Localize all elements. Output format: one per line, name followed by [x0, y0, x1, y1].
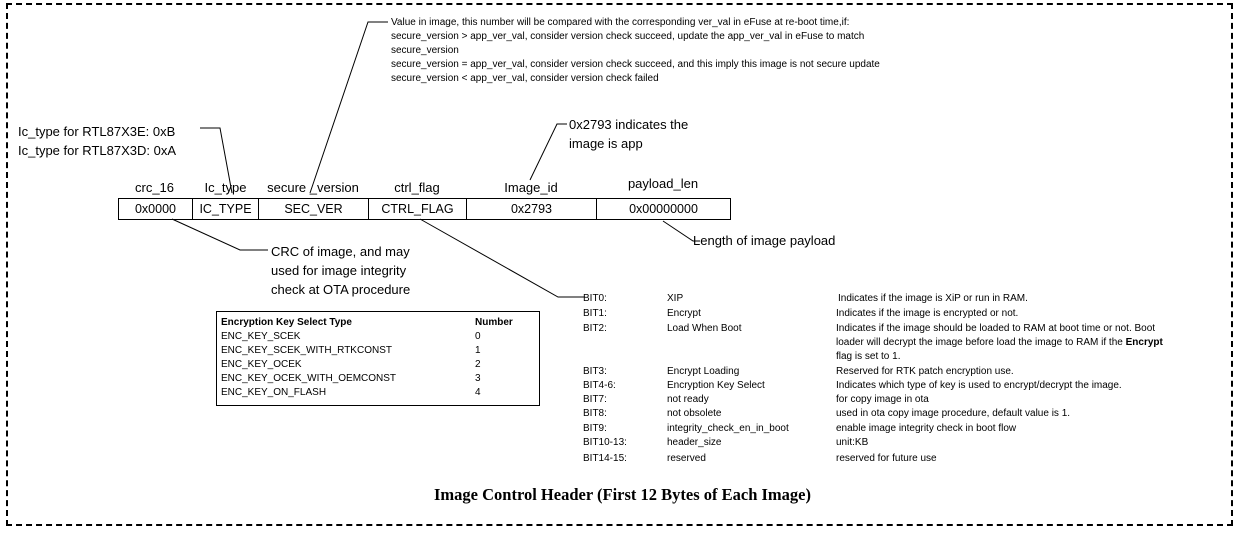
field-cell-crc: 0x0000 [118, 198, 193, 220]
bit-id: BIT0: [583, 293, 607, 304]
field-cell-secure-version: SEC_VER [258, 198, 369, 220]
enc-row-number: 4 [475, 387, 481, 398]
bit-name: not ready [667, 394, 709, 405]
bit-desc: Reserved for RTK patch encryption use. [836, 366, 1014, 377]
bit-id: BIT10-13: [583, 437, 627, 448]
bit-desc-bold: Encrypt [1125, 337, 1163, 348]
bit-name: not obsolete [667, 408, 722, 419]
diagram-frame [6, 3, 1233, 526]
note-line: secure_version < app_ver_val, consider v… [391, 73, 659, 84]
bit-desc: enable image integrity check in boot flo… [836, 423, 1017, 434]
bit-name: Load When Boot [667, 323, 742, 334]
bit-desc: unit:KB [836, 437, 869, 448]
note-line: check at OTA procedure [271, 282, 411, 297]
crc-leader [171, 218, 268, 251]
bit-id: BIT7: [583, 394, 607, 405]
secure-version-leader [309, 21, 388, 194]
note-line: secure_version [391, 45, 459, 56]
bit-desc: for copy image in ota [836, 394, 929, 405]
field-name-image-id: Image_id [504, 180, 558, 195]
note-line: Ic_type for RTL87X3D: 0xA [18, 143, 177, 158]
bit-name: XIP [667, 293, 684, 304]
bit-id: BIT1: [583, 308, 607, 319]
field-name-ctrl-flag: ctrl_flag [394, 180, 440, 195]
ctrl-flag-leader [419, 218, 585, 298]
diagram-title: Image Control Header (First 12 Bytes of … [434, 485, 811, 504]
field-cell-image-id: 0x2793 [466, 198, 597, 220]
enc-row-type: ENC_KEY_OCEK_WITH_OEMCONST [221, 373, 397, 384]
bit-desc: used in ota copy image procedure, defaul… [836, 408, 1071, 419]
enc-row-number: 2 [475, 359, 481, 370]
note-line: secure_version > app_ver_val, consider v… [391, 31, 865, 42]
note-line: image is app [569, 136, 643, 151]
bit-name: integrity_check_en_in_boot [667, 423, 789, 434]
enc-row-number: 3 [475, 373, 481, 384]
bit-desc: flag is set to 1. [836, 351, 901, 362]
enc-row-type: ENC_KEY_ON_FLASH [221, 387, 327, 398]
bit-desc-text: loader will decrypt the image before loa… [836, 337, 1126, 348]
bit-desc-line: loader will decrypt the image before loa… [836, 336, 1163, 350]
bit-id: BIT3: [583, 366, 607, 377]
bit-name: Encrypt Loading [667, 366, 740, 377]
bit-desc: reserved for future use [836, 453, 937, 464]
enc-header-number: Number [475, 317, 513, 328]
bit-id: BIT8: [583, 408, 607, 419]
enc-row-type: ENC_KEY_SCEK [221, 331, 301, 342]
payload-len-note: Length of image payload [693, 233, 836, 248]
ic-type-leader [200, 127, 233, 194]
encryption-key-table: Encryption Key Select Type Number ENC_KE… [216, 311, 540, 406]
crc-note: CRC of image, and may used for image int… [271, 242, 410, 299]
field-name-payload-len: payload_len [627, 176, 699, 191]
note-line: used for image integrity [271, 263, 407, 278]
bit-desc: Indicates which type of key is used to e… [836, 380, 1122, 391]
note-line: Value in image, this number will be comp… [391, 17, 850, 28]
enc-row-number: 1 [475, 345, 481, 356]
bit-id: BIT2: [583, 323, 607, 334]
enc-row-type: ENC_KEY_OCEK [221, 359, 302, 370]
field-cell-payload-len: 0x00000000 [596, 198, 731, 220]
bit-name: header_size [667, 437, 722, 448]
payload-len-leader [662, 220, 700, 242]
bit-desc: Indicates if the image is XiP or run in … [838, 293, 1028, 304]
enc-header-type: Encryption Key Select Type [221, 317, 352, 328]
field-cell-ctrl-flag: CTRL_FLAG [368, 198, 467, 220]
enc-row-type: ENC_KEY_SCEK_WITH_RTKCONST [221, 345, 392, 356]
bit-id: BIT9: [583, 423, 607, 434]
bit-desc: Indicates if the image should be loaded … [836, 323, 1156, 334]
bit-name: Encryption Key Select [667, 380, 765, 391]
ic-type-note: Ic_type for RTL87X3E: 0xB Ic_type for RT… [18, 122, 176, 160]
bit-desc: Indicates if the image is encrypted or n… [836, 308, 1019, 319]
note-line: CRC of image, and may [271, 244, 410, 259]
note-line: 0x2793 indicates the [569, 117, 689, 132]
field-name-secure-version: secure _version [267, 180, 359, 195]
bit-name: Encrypt [667, 308, 701, 319]
field-name-crc: crc_16 [134, 180, 175, 195]
note-line: Ic_type for RTL87X3E: 0xB [18, 124, 176, 139]
image-id-leader [529, 123, 567, 181]
image-id-note: 0x2793 indicates the image is app [569, 115, 688, 153]
enc-row-number: 0 [475, 331, 481, 342]
field-cell-ic-type: IC_TYPE [192, 198, 259, 220]
bit-id: BIT14-15: [583, 453, 627, 464]
note-line: secure_version = app_ver_val, consider v… [391, 59, 880, 70]
bit-id: BIT4-6: [583, 380, 616, 391]
secure-version-note: Value in image, this number will be comp… [391, 16, 880, 86]
field-name-ic-type: Ic_type [204, 180, 247, 195]
bit-name: reserved [667, 453, 706, 464]
